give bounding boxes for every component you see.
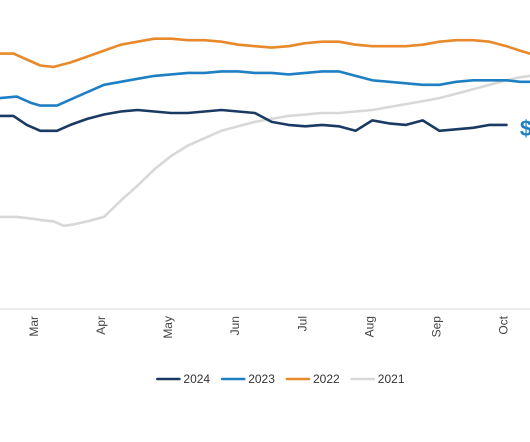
series-line-2021	[0, 74, 530, 228]
x-tick-label-may: May	[161, 316, 175, 339]
legend: 2024 2023 2022 2021	[156, 372, 405, 386]
x-tick-label-aug: Aug	[362, 316, 376, 337]
x-tick-label-sep: Sep	[429, 316, 443, 338]
legend-item-2023: 2023	[220, 372, 275, 386]
x-tick-label-mar: Mar	[27, 316, 41, 337]
annotation-layer: $	[520, 116, 530, 141]
x-tick-label-jul: Jul	[295, 316, 309, 331]
x-tick-label-oct: Oct	[497, 315, 511, 334]
legend-label-2022: 2022	[313, 372, 340, 386]
series-line-2023	[0, 70, 530, 107]
legend-item-2024: 2024	[156, 372, 210, 386]
legend-item-2021: 2021	[350, 372, 405, 386]
x-axis-ticks: Mar Apr May Jun Jul Aug Sep Oct	[27, 315, 511, 338]
series-layer	[0, 37, 530, 228]
annotation-value-label: $	[520, 116, 530, 141]
series-line-2024	[0, 108, 508, 133]
x-tick-label-jun: Jun	[228, 316, 242, 335]
legend-label-2023: 2023	[248, 372, 275, 386]
legend-label-2024: 2024	[183, 372, 210, 386]
legend-label-2021: 2021	[378, 372, 405, 386]
x-tick-label-apr: Apr	[94, 316, 108, 335]
series-line-2022	[0, 37, 530, 69]
legend-item-2022: 2022	[285, 372, 340, 386]
